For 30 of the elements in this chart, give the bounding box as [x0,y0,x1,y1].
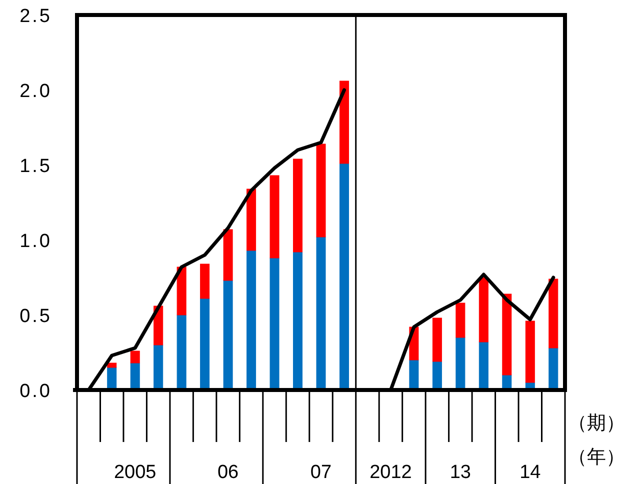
x-tick-label: 13 [450,462,471,483]
x-tick-label: 06 [217,462,239,483]
x-axis-title: （期） [568,413,625,434]
bar [107,362,117,368]
bar [432,318,442,362]
y-tick-label: 1.5 [20,156,52,177]
x-tick-label: 2012 [370,462,412,483]
bar [316,144,326,238]
bar [339,80,349,164]
bar [478,277,488,342]
x-tick-label: 14 [520,462,542,483]
y-tick-label: 1.0 [20,231,52,252]
y-tick-label: 2.0 [20,81,52,102]
bar [176,266,186,316]
bar [456,302,466,338]
y-tick-label: 2.5 [20,6,52,27]
bar [130,350,140,364]
y-tick-label: 0.5 [20,306,52,327]
bar [502,294,512,376]
bar [293,158,303,252]
x-tick-label: 07 [310,462,332,483]
bar [200,264,210,299]
bar [525,320,535,383]
bar [548,278,558,348]
x-tick-label: 2005 [114,462,156,483]
bar [223,229,233,281]
y-tick-label: 0.0 [20,381,52,402]
bar [246,188,256,251]
text: （年） [568,447,625,468]
bar [270,175,280,258]
